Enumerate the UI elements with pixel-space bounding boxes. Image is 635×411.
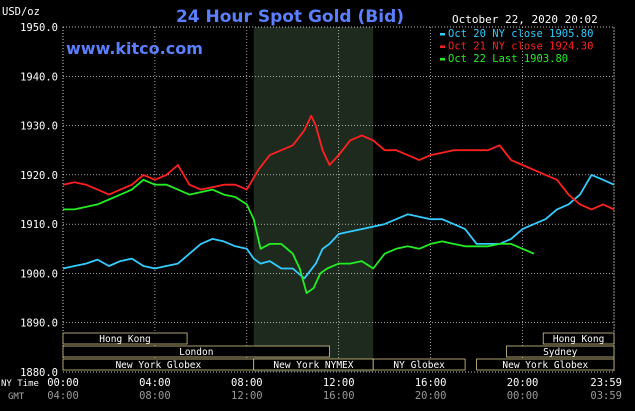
chart-title: 24 Hour Spot Gold (Bid): [176, 7, 404, 27]
legend-entry: Oct 22 Last 1903.80: [448, 53, 568, 65]
session-bar: [542, 332, 615, 345]
session-bar: [62, 345, 330, 358]
y-tick-label: 1890.0: [20, 318, 58, 330]
y-tick-label: 1940.0: [20, 71, 58, 83]
legend-swatch: [440, 33, 445, 36]
gmt-label: GMT: [8, 392, 25, 402]
y-tick-label: 1950.0: [20, 22, 58, 34]
x-tick-gmt: 04:00: [47, 390, 79, 402]
trading-sessions: Hong Kong Hong Kong London Sydney New York G…: [62, 332, 615, 371]
y-axis-label: USD/oz: [2, 6, 40, 18]
x-tick-ny: 16:00: [415, 377, 447, 389]
x-tick-ny: 04:00: [139, 377, 171, 389]
x-tick-gmt: 03:59: [590, 390, 622, 402]
ny-session-highlight: [253, 27, 374, 372]
legend-swatch: [440, 58, 445, 61]
y-axis-ticks: 1950.0 1940.0 1930.0 1920.0 1910.0 1900.0 1890…: [20, 22, 58, 379]
session-label: New York NYMEX: [273, 360, 353, 371]
series-lines: [62, 114, 615, 295]
chart-grid: [62, 26, 615, 373]
session-label: Hong Kong: [553, 334, 604, 345]
legend-entry: Oct 21 NY close 1924.30: [448, 41, 593, 53]
session-label: Hong Kong: [99, 334, 150, 345]
y-tick-label: 1880.0: [20, 367, 58, 379]
x-tick-ny: 20:00: [507, 377, 539, 389]
timestamp: October 22, 2020 20:02: [452, 13, 598, 26]
x-tick-ny: 23:59: [590, 377, 622, 389]
session-label: New York Globex: [502, 360, 588, 371]
watermark-url[interactable]: www.kitco.com: [66, 39, 203, 58]
series-line-2: [62, 114, 615, 211]
y-tick-label: 1910.0: [20, 219, 58, 231]
x-tick-gmt: 20:00: [415, 390, 447, 402]
ny-time-label: NY Time: [1, 379, 39, 389]
legend-entry: Oct 20 NY close 1905.80: [448, 28, 593, 40]
x-tick-ny: 12:00: [323, 377, 355, 389]
y-tick-label: 1930.0: [20, 121, 58, 133]
session-bar: [62, 332, 188, 345]
x-tick-gmt: 16:00: [323, 390, 355, 402]
x-tick-gmt: 08:00: [139, 390, 171, 402]
x-tick-ny: 00:00: [47, 377, 79, 389]
session-label: Sydney: [543, 347, 578, 358]
x-tick-gmt: 00:00: [507, 390, 539, 402]
session-bar: [372, 358, 466, 371]
plot-frame: [62, 26, 615, 373]
legend-swatch: [440, 45, 445, 48]
y-tick-label: 1920.0: [20, 170, 58, 182]
y-tick-label: 1900.0: [20, 268, 58, 280]
series-line-1: [62, 173, 615, 280]
session-bar: [476, 358, 615, 371]
series-line-3: [63, 178, 535, 295]
session-label: New York Globex: [115, 360, 201, 371]
x-tick-ny: 08:00: [231, 377, 263, 389]
session-label: NY Globex: [393, 360, 445, 371]
session-bar: [506, 345, 615, 358]
session-label: London: [179, 347, 213, 358]
x-axis-ticks: 00:0004:0004:0008:0008:0012:0012:0016:00…: [47, 377, 622, 402]
x-tick-gmt: 12:00: [231, 390, 263, 402]
